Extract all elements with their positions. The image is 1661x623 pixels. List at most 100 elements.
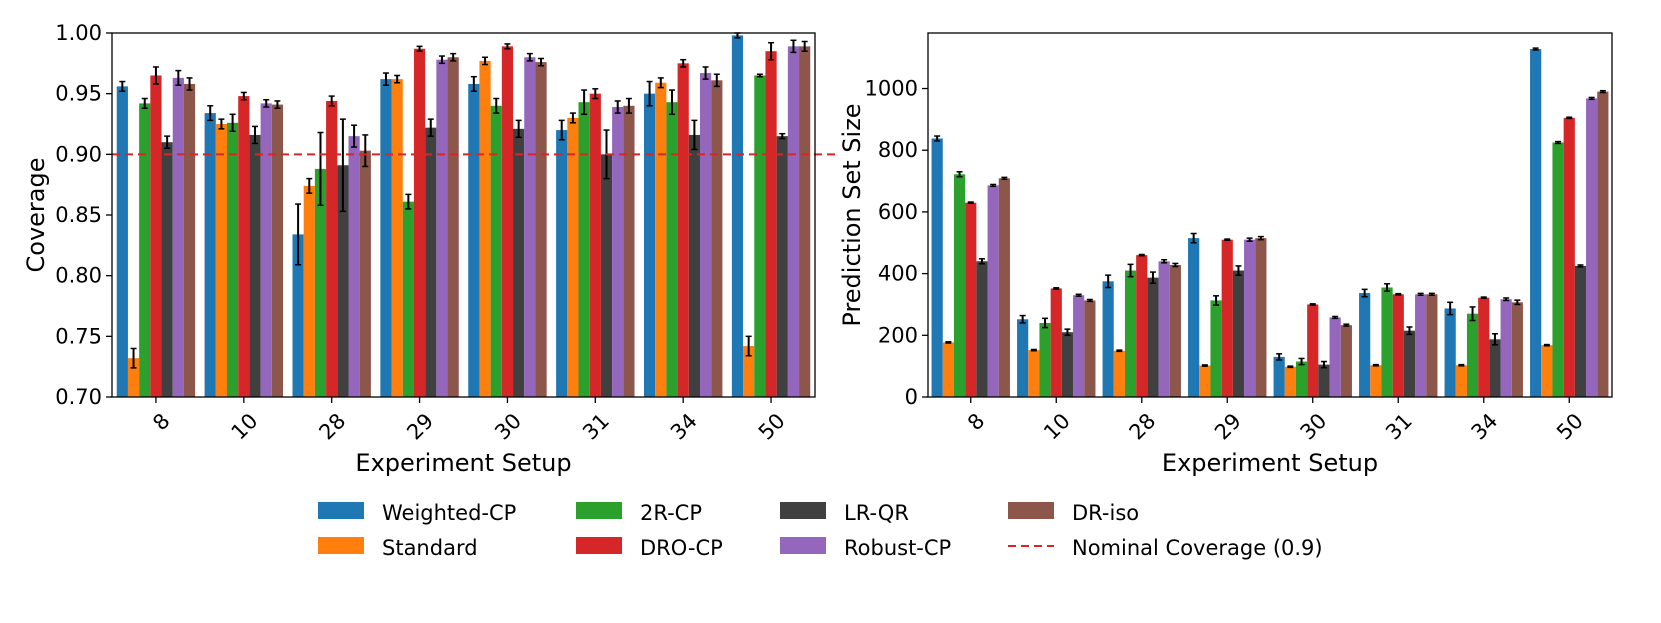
y-tick-label: 800 — [878, 138, 918, 162]
legend-item: Robust-CP — [780, 536, 951, 560]
y-tick-label: 0.70 — [55, 385, 102, 409]
bar — [1359, 293, 1371, 397]
bar — [1552, 142, 1564, 397]
bar — [589, 93, 601, 398]
bar — [1284, 366, 1296, 397]
bar — [468, 83, 480, 398]
bar — [976, 261, 988, 397]
bar — [1489, 339, 1501, 397]
bar — [150, 75, 162, 397]
bar — [1466, 313, 1479, 397]
bar — [1586, 98, 1598, 398]
series-standard — [127, 56, 755, 398]
plot-frame — [927, 32, 1613, 398]
bar — [1273, 356, 1285, 397]
y-tick-label: 0.85 — [55, 203, 102, 227]
bar — [1403, 330, 1416, 397]
bar — [765, 51, 777, 397]
bar — [655, 82, 667, 397]
legend-label: 2R-CP — [640, 501, 702, 525]
y-tick-label: 0 — [905, 385, 918, 409]
y-tick-label: 0.80 — [55, 264, 102, 288]
y-tick-label: 1000 — [865, 77, 918, 101]
chart-panel-2: 0 200 400 600 800 1000 8 10 28 29 30 31 34 50 Experime… — [838, 32, 1613, 477]
bar — [1061, 332, 1074, 397]
bar — [249, 134, 261, 398]
legend-swatch — [1008, 502, 1054, 519]
bar — [116, 86, 128, 397]
bar — [127, 358, 140, 397]
bar — [314, 168, 327, 397]
series-weighted-cp — [931, 47, 1542, 397]
x-tick-label: 50 — [754, 409, 790, 445]
series-lr-qr — [161, 118, 788, 398]
bar — [643, 93, 656, 398]
bar — [1169, 264, 1181, 397]
bar — [1147, 277, 1159, 397]
bar — [623, 105, 635, 398]
x-tick-label: 10 — [227, 409, 263, 445]
bar — [1050, 288, 1062, 397]
bar — [1318, 364, 1330, 397]
x-tick-label: 8 — [963, 409, 989, 435]
bar — [413, 48, 426, 398]
x-tick-label: 8 — [148, 409, 174, 435]
x-tick-label: 28 — [314, 409, 350, 445]
legend-swatch — [318, 537, 364, 554]
legend-item: LR-QR — [780, 501, 909, 525]
bar — [1574, 265, 1587, 397]
legend-label: Nominal Coverage (0.9) — [1072, 536, 1323, 560]
series-dr-iso — [998, 89, 1609, 398]
bar — [1500, 299, 1512, 397]
x-axis-label: Experiment Setup — [1162, 449, 1378, 477]
legend-swatch — [318, 502, 364, 519]
bar — [1124, 270, 1137, 397]
bar — [1210, 300, 1222, 397]
bar — [1329, 317, 1341, 397]
bar — [1017, 319, 1029, 397]
bar — [1039, 322, 1051, 397]
series-robust-cp — [172, 39, 800, 398]
x-tick-label: 30 — [1296, 409, 1332, 445]
bar — [731, 35, 744, 398]
bar — [436, 59, 448, 397]
y-tick-label: 600 — [878, 200, 918, 224]
bar — [1541, 345, 1553, 397]
legend-label: Standard — [382, 536, 478, 560]
bar — [1530, 49, 1542, 397]
bar — [1340, 325, 1352, 397]
bar — [490, 105, 502, 398]
bar — [931, 138, 943, 397]
bar — [1563, 117, 1575, 397]
bar — [699, 73, 712, 397]
series-dro-cp — [965, 116, 1575, 397]
bar — [754, 75, 766, 397]
y-tick-label: 0.75 — [55, 324, 102, 348]
legend-item: DR-iso — [1008, 501, 1139, 525]
bar — [1136, 255, 1148, 397]
bar — [1188, 238, 1200, 397]
bar — [524, 57, 536, 398]
legend-item: DRO-CP — [576, 536, 723, 560]
bar — [600, 154, 613, 397]
y-axis-label: Coverage — [22, 158, 50, 273]
bar — [1444, 308, 1456, 397]
bar — [1221, 239, 1233, 397]
bar — [953, 174, 966, 397]
bar — [1102, 281, 1114, 397]
x-tick-label: 31 — [1381, 409, 1417, 445]
x-axis-label: Experiment Setup — [355, 449, 571, 477]
bar — [556, 130, 568, 397]
bar — [998, 178, 1010, 397]
legend-item: Weighted-CP — [318, 501, 516, 525]
bar — [172, 77, 184, 397]
bar — [711, 80, 723, 397]
x-tick-label: 29 — [1210, 409, 1246, 445]
y-tick-label: 0.90 — [55, 142, 102, 166]
bar — [743, 346, 755, 397]
bar — [1255, 238, 1267, 397]
x-tick-label: 28 — [1125, 409, 1161, 445]
bar — [799, 46, 811, 397]
bar — [1392, 294, 1404, 397]
